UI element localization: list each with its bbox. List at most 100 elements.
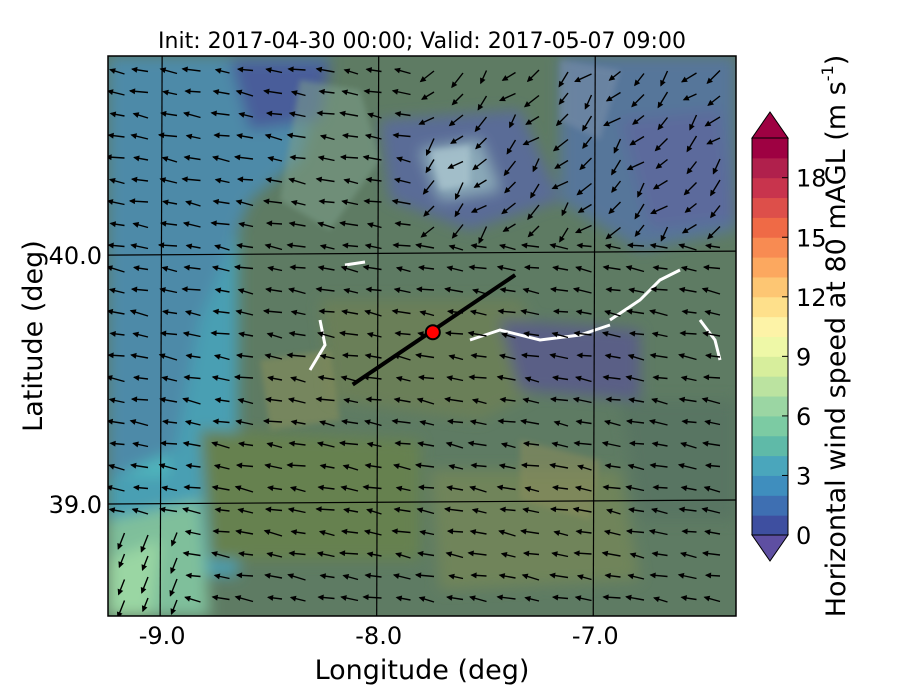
wind-arrow-head (288, 111, 296, 118)
wind-arrow-head (140, 545, 146, 553)
wind-arrow-head (266, 441, 274, 448)
wind-arrow-head (211, 594, 219, 601)
wind-arrow-head (689, 123, 695, 131)
wind-arrow-head (651, 397, 658, 404)
wind-arrow-head (628, 507, 635, 513)
wind-arrow-head (161, 265, 169, 272)
wind-arrow-head (108, 242, 114, 249)
wind-arrow-head (422, 188, 429, 195)
wind-arrow-head (341, 132, 349, 139)
wind-arrow-head (365, 176, 372, 183)
wind-arrow-head (130, 352, 137, 359)
wind-arrow-head (183, 154, 191, 161)
wind-arrow-head (396, 156, 403, 163)
wind-arrow-head (161, 485, 168, 492)
wind-arrow-head (417, 441, 424, 447)
wind-arrow-head (338, 550, 346, 557)
wind-arrow-head (315, 176, 323, 183)
wind-arrow-head (704, 419, 711, 426)
wind-arrow-head (653, 596, 660, 603)
colorbar-band (752, 455, 788, 476)
colorbar-band (752, 177, 788, 199)
wind-arrow-head (572, 287, 580, 293)
wind-arrow-head (608, 74, 616, 81)
wind-arrow-head (288, 440, 295, 447)
wind-arrow-head (681, 418, 688, 425)
wind-arrow-head (468, 264, 475, 271)
wind-arrow-head (130, 176, 138, 183)
wind-arrow-head (414, 572, 422, 579)
wind-arrow-head (605, 233, 613, 240)
wind-arrow-head (448, 573, 455, 580)
wind-arrow-head (238, 441, 245, 448)
plot-frame (107, 55, 737, 617)
colorbar-ticks: 0 3 6 9 12 15 18 (782, 165, 827, 550)
wind-arrow-head (108, 287, 116, 294)
wind-arrow-head (602, 264, 610, 271)
wind-arrow-head (319, 134, 327, 140)
colorbar-band (752, 276, 788, 298)
wind-arrow-head (496, 374, 504, 381)
wind-arrow-head (264, 353, 272, 360)
wind-arrow-head (520, 528, 527, 535)
wind-arrow-head (183, 111, 190, 118)
wind-arrow-head (267, 485, 274, 492)
wind-arrow-head (266, 551, 273, 558)
wind-arrow-head (523, 264, 531, 271)
wind-arrow-head (129, 419, 137, 425)
wind-arrow-head (444, 286, 451, 293)
wind-arrow-head (343, 507, 350, 514)
y-tick-label: 39.0 (49, 491, 102, 519)
x-axis-label: Longitude (deg) (315, 655, 530, 686)
wind-arrow-head (318, 529, 326, 536)
wind-arrow-head (522, 550, 530, 557)
wind-arrow-head (681, 227, 689, 234)
wind-arrow-head (551, 484, 559, 491)
wind-arrow-head (520, 352, 528, 359)
wind-arrow-head (549, 572, 556, 579)
wind-arrow-head (522, 397, 530, 404)
wind-arrow-head (266, 594, 274, 601)
colorbar-band (752, 475, 788, 496)
chart-title: Init: 2017-04-30 00:00; Valid: 2017-05-0… (158, 29, 686, 54)
wind-arrow-head (181, 286, 188, 293)
wind-arrow-head (288, 330, 296, 337)
wind-arrow-head (503, 169, 510, 177)
wind-arrow-head (109, 68, 116, 74)
wind-arrow-head (132, 441, 139, 448)
wind-arrow-head (649, 242, 657, 249)
wind-arrow-head (707, 99, 714, 106)
wind-arrow-head (467, 440, 475, 447)
wind-arrow-head (701, 550, 709, 557)
wind-arrow-head (575, 309, 583, 316)
wind-arrow-head (520, 462, 528, 469)
wind-arrow-head (159, 330, 167, 337)
wind-arrow-head (185, 243, 193, 250)
wind-arrow-head (601, 440, 609, 447)
wind-arrow-head (601, 550, 609, 557)
wind-arrow-head (419, 310, 427, 316)
wind-arrow-head (527, 230, 535, 238)
wind-arrow-head (470, 572, 477, 579)
colorbar-bands (752, 138, 788, 536)
wind-arrow-head (214, 397, 222, 404)
wind-arrow-head (183, 484, 190, 491)
wind-arrow-head (365, 286, 372, 293)
wind-arrow-head (131, 507, 139, 514)
wind-arrow-head (469, 485, 476, 492)
wind-arrow-head (265, 286, 272, 293)
wind-arrow-head (233, 374, 241, 381)
colorbar-band (752, 336, 788, 357)
wind-arrow-head (108, 265, 113, 271)
wind-arrow-head (679, 551, 687, 558)
wind-arrow-head (506, 147, 513, 155)
wind-arrow-head (414, 462, 422, 469)
wind-arrow-head (652, 484, 659, 491)
wind-arrow-head (652, 264, 659, 271)
wind-arrow-head (289, 485, 297, 492)
wind-arrow-head (632, 118, 639, 125)
wind-arrow-head (712, 167, 719, 175)
wind-arrow-head (362, 484, 369, 491)
wind-arrow-head (626, 308, 633, 315)
